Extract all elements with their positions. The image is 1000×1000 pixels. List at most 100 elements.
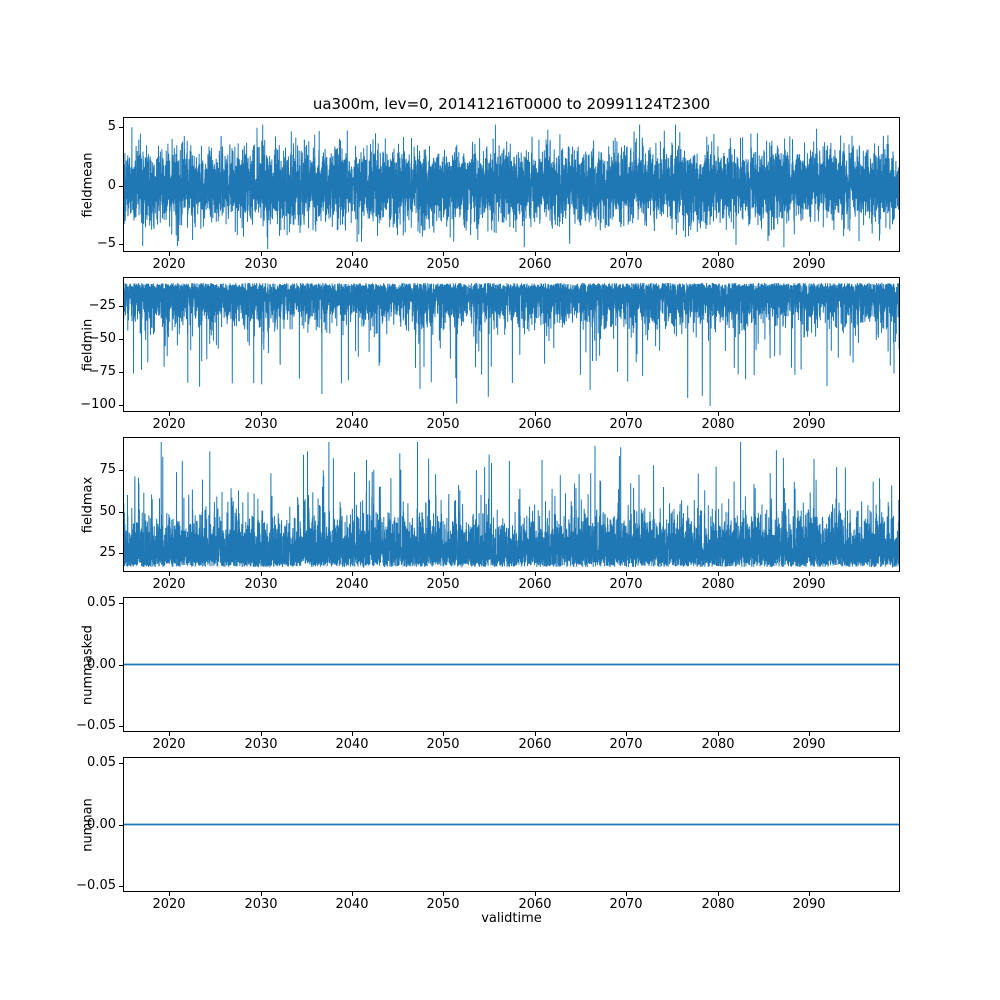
plot-area-numnan: [123, 757, 900, 892]
x-tick-mark: [352, 252, 353, 256]
x-tick-label: 2030: [244, 737, 278, 752]
plot-area-nummasked: [123, 597, 900, 732]
x-tick-label: 2090: [792, 897, 826, 912]
y-tick-mark: [119, 825, 123, 826]
y-axis-label-fieldmean: fieldmean: [80, 152, 96, 218]
x-tick-label: 2070: [609, 417, 643, 432]
x-tick-label: 2030: [244, 577, 278, 592]
x-tick-mark: [261, 412, 262, 416]
y-tick-label: −5: [96, 236, 116, 251]
x-tick-mark: [169, 572, 170, 576]
subplot-nummasked: [123, 597, 900, 732]
y-tick-label: −0.05: [76, 718, 116, 733]
x-tick-label: 2080: [701, 897, 735, 912]
subplot-fieldmax: [123, 437, 900, 572]
axes-frame: [123, 277, 900, 412]
y-tick-mark: [119, 405, 123, 406]
x-tick-mark: [809, 412, 810, 416]
x-tick-mark: [169, 252, 170, 256]
line-series-fieldmean: [123, 124, 900, 250]
x-tick-mark: [169, 892, 170, 896]
x-tick-label: 2080: [701, 417, 735, 432]
x-tick-mark: [169, 732, 170, 736]
y-tick-label: −75: [88, 364, 116, 379]
line-series-fieldmax: [123, 441, 900, 569]
y-tick-mark: [119, 306, 123, 307]
x-tick-label: 2050: [426, 257, 460, 272]
x-tick-label: 2090: [792, 577, 826, 592]
x-tick-label: 2060: [518, 257, 552, 272]
y-tick-mark: [119, 339, 123, 340]
y-axis-label-nummasked: nummasked: [80, 625, 96, 705]
y-tick-label: 75: [99, 462, 116, 477]
x-tick-mark: [809, 252, 810, 256]
x-tick-label: 2080: [701, 737, 735, 752]
subplot-numnan: [123, 757, 900, 892]
x-tick-mark: [718, 892, 719, 896]
x-tick-label: 2020: [152, 577, 186, 592]
x-tick-label: 2030: [244, 257, 278, 272]
x-tick-label: 2030: [244, 417, 278, 432]
x-tick-mark: [443, 412, 444, 416]
y-tick-label: 0.00: [87, 817, 116, 832]
x-tick-label: 2040: [335, 897, 369, 912]
subplot-fieldmean: [123, 117, 900, 252]
figure-title: ua300m, lev=0, 20141216T0000 to 20991124…: [312, 95, 711, 113]
x-tick-label: 2090: [792, 417, 826, 432]
x-tick-label: 2060: [518, 737, 552, 752]
x-tick-mark: [626, 412, 627, 416]
y-tick-label: −100: [80, 397, 116, 412]
y-tick-label: −25: [88, 298, 116, 313]
x-tick-label: 2020: [152, 257, 186, 272]
x-tick-label: 2080: [701, 577, 735, 592]
x-tick-label: 2070: [609, 737, 643, 752]
y-tick-label: 50: [99, 504, 116, 519]
y-tick-label: −0.05: [76, 878, 116, 893]
axes-frame: [123, 437, 900, 572]
x-tick-label: 2050: [426, 577, 460, 592]
axes-frame: [123, 757, 900, 892]
x-tick-mark: [718, 252, 719, 256]
x-tick-label: 2040: [335, 257, 369, 272]
y-axis-label-fieldmax: fieldmax: [80, 476, 96, 534]
x-tick-label: 2060: [518, 417, 552, 432]
x-tick-label: 2070: [609, 577, 643, 592]
x-tick-label: 2060: [518, 577, 552, 592]
x-tick-mark: [443, 572, 444, 576]
y-tick-mark: [119, 244, 123, 245]
x-tick-label: 2060: [518, 897, 552, 912]
x-tick-mark: [169, 412, 170, 416]
x-tick-mark: [809, 572, 810, 576]
x-tick-label: 2020: [152, 737, 186, 752]
x-tick-label: 2040: [335, 737, 369, 752]
x-tick-mark: [261, 892, 262, 896]
x-tick-mark: [352, 892, 353, 896]
x-tick-mark: [261, 732, 262, 736]
x-tick-mark: [443, 732, 444, 736]
x-tick-mark: [626, 732, 627, 736]
plot-area-fieldmax: [123, 437, 900, 572]
y-tick-mark: [119, 603, 123, 604]
y-tick-mark: [119, 886, 123, 887]
x-tick-mark: [535, 572, 536, 576]
axes-frame: [123, 597, 900, 732]
x-tick-mark: [352, 572, 353, 576]
x-tick-label: 2020: [152, 417, 186, 432]
y-tick-label: 25: [99, 545, 116, 560]
x-tick-label: 2050: [426, 417, 460, 432]
y-tick-label: 0: [107, 178, 116, 193]
x-tick-mark: [626, 572, 627, 576]
x-tick-mark: [535, 892, 536, 896]
line-series-fieldmin: [123, 282, 900, 407]
y-axis-label-fieldmin: fieldmin: [80, 318, 96, 372]
y-tick-label: 0.05: [87, 595, 116, 610]
x-tick-mark: [352, 732, 353, 736]
y-tick-mark: [119, 372, 123, 373]
x-tick-mark: [809, 892, 810, 896]
x-tick-mark: [352, 412, 353, 416]
y-tick-label: 0.00: [87, 657, 116, 672]
y-tick-label: 0.05: [87, 755, 116, 770]
x-tick-mark: [443, 252, 444, 256]
x-tick-label: 2070: [609, 897, 643, 912]
x-tick-label: 2090: [792, 257, 826, 272]
